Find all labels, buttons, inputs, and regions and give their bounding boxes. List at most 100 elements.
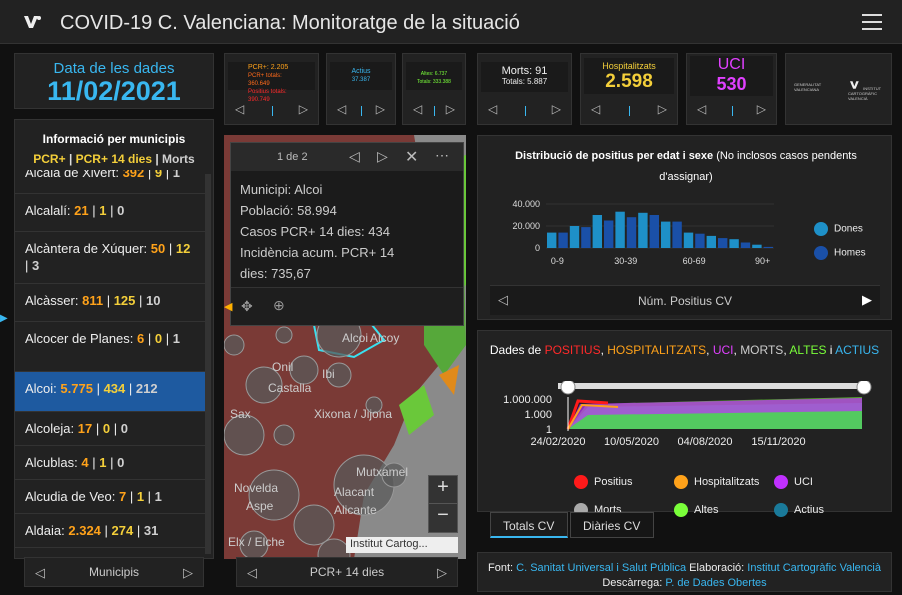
municipi-pcr14: 1 (99, 455, 107, 470)
bar[interactable] (581, 227, 591, 248)
x-tick-label: 0-9 (551, 256, 564, 266)
zoom-to-icon[interactable]: ⊕ (273, 297, 285, 313)
pan-to-icon[interactable]: ✥ (241, 298, 253, 314)
actius-value: 37.387 (351, 77, 371, 83)
bar[interactable] (740, 242, 751, 249)
range-slider[interactable] (558, 383, 868, 389)
list-item[interactable]: Alcocer de Planes: 6 | 0 | 1 (15, 322, 206, 372)
bar[interactable] (615, 211, 625, 248)
legend-item[interactable]: Actius (774, 503, 824, 517)
age-chart-nav: ◁ Núm. Positius CV ▶ (490, 285, 880, 315)
list-item[interactable]: Alcalalí: 21 | 1 | 0 (15, 194, 206, 232)
map-attribution[interactable]: Institut Cartog... (346, 537, 458, 553)
hamburger-menu-icon[interactable] (862, 14, 882, 30)
bar[interactable] (729, 239, 739, 248)
map-label-alcoy: Alcoy (370, 331, 400, 345)
bar[interactable] (547, 232, 557, 248)
list-scrollbar[interactable] (205, 174, 211, 554)
prev-icon[interactable]: ◁ (697, 102, 707, 116)
next-icon[interactable]: ▶ (862, 292, 872, 307)
bar[interactable] (752, 244, 762, 248)
bar[interactable] (763, 246, 773, 248)
popup-next-icon[interactable]: ▷ (377, 148, 388, 164)
elaboracio-link[interactable]: Institut Cartogràfic Valencià (747, 562, 881, 574)
bar[interactable] (661, 221, 671, 248)
bar[interactable] (706, 235, 716, 248)
prev-icon[interactable]: ◁ (591, 102, 601, 116)
next-icon[interactable]: ▷ (375, 102, 385, 116)
y-tick-label: 20.000 (512, 221, 540, 231)
popup-more-icon[interactable]: ⋯ (435, 147, 449, 163)
prev-icon[interactable]: ◁ (498, 292, 508, 307)
zoom-in-button[interactable]: + (429, 476, 457, 504)
font-link[interactable]: C. Sanitat Universal i Salut Pública (516, 562, 687, 574)
bar[interactable] (672, 221, 682, 248)
legend-item[interactable]: Homes (814, 246, 866, 260)
legend-item[interactable]: Positius (574, 475, 633, 489)
municipi-pcr: 6 (137, 331, 145, 346)
uci-label: UCI (717, 56, 746, 73)
next-icon[interactable]: ▷ (551, 102, 561, 116)
legend-swatch (574, 475, 588, 489)
popup-close-icon[interactable]: ✕ (405, 149, 419, 166)
list-item[interactable]: Aldaia: 2.324 | 274 | 31 (15, 514, 206, 548)
next-icon[interactable]: ▷ (437, 565, 447, 580)
prev-icon[interactable]: ◁ (337, 102, 347, 116)
prev-icon[interactable]: ◁ (35, 565, 45, 580)
next-icon[interactable]: ▷ (756, 102, 766, 116)
legend-item[interactable]: UCI (774, 475, 813, 489)
municipi-name: Alcalalí: (25, 203, 71, 218)
tab-diaries-cv[interactable]: Diàries CV (570, 512, 654, 538)
bar[interactable] (604, 220, 614, 249)
list-item[interactable]: Alcàsser: 811 | 125 | 10 (15, 284, 206, 322)
map-label-alicante: Alicante (334, 503, 377, 517)
legend-item[interactable]: Hospitalitzats (674, 475, 759, 489)
municipi-name: Alcalà de Xivert: (25, 170, 119, 180)
bar[interactable] (695, 233, 705, 248)
municipi-pcr: 7 (118, 489, 127, 504)
prev-icon[interactable]: ◁ (488, 102, 498, 116)
legend-item[interactable]: Dones (814, 222, 866, 236)
municipi-pcr14: 0 (102, 421, 111, 436)
next-icon[interactable]: ▷ (183, 565, 193, 580)
title-part: UCI (712, 343, 734, 357)
municipi-morts: 0 (120, 421, 128, 436)
list-item[interactable]: Alcoi: 5.775 | 434 | 212 (15, 372, 206, 412)
map-side-arrow-icon[interactable]: ◀ (224, 301, 233, 313)
next-icon[interactable]: ▷ (298, 102, 308, 116)
prev-icon[interactable]: ◁ (235, 102, 245, 116)
side-expand-icon[interactable]: ▶ (0, 313, 8, 324)
next-icon[interactable]: ▷ (657, 102, 667, 116)
bar[interactable] (649, 215, 659, 248)
zoom-out-button[interactable]: − (437, 504, 449, 526)
list-item[interactable]: Alcoleja: 17 | 0 | 0 (15, 412, 206, 446)
municipi-name: Alcàntera de Xúquer: (25, 241, 148, 256)
bar[interactable] (558, 232, 568, 248)
list-item[interactable]: Alcàntera de Xúquer: 50 | 12 | 3 (15, 232, 206, 284)
bar[interactable] (592, 215, 602, 248)
municipi-pcr: 17 (77, 421, 93, 436)
bar[interactable] (718, 238, 728, 248)
next-icon[interactable]: ▷ (445, 102, 455, 116)
municipis-list: Alcalà de Xivert: 392 | 9 | 1 Alcalalí: 2… (15, 170, 210, 558)
tab-totals-cv[interactable]: Totals CV (490, 512, 568, 538)
legend-label: Hospitalitzats (694, 475, 760, 488)
range-handle-end[interactable] (856, 381, 872, 395)
bar[interactable] (626, 217, 637, 248)
x-tick-label: 24/02/2020 (530, 436, 585, 448)
range-handle-start[interactable] (560, 381, 576, 395)
bar[interactable] (683, 232, 694, 248)
legend-swatch (814, 222, 828, 236)
bar[interactable] (638, 212, 648, 248)
municipi-morts: 0 (117, 455, 125, 470)
list-item[interactable]: Alcublas: 4 | 1 | 0 (15, 446, 206, 480)
prev-icon[interactable]: ◁ (247, 565, 257, 580)
popup-prev-icon[interactable]: ◁ (349, 148, 360, 164)
legend-item[interactable]: Altes (674, 503, 718, 517)
list-item[interactable]: Alcalà de Xivert: 392 | 9 | 1 (15, 170, 206, 194)
descarrega-link[interactable]: P. de Dades Obertes (665, 577, 767, 589)
map-popup: 1 de 2 ◁ ▷ ✕ ⋯ Municipi: Alcoi Població:… (230, 142, 464, 326)
prev-icon[interactable]: ◁ (413, 102, 423, 116)
list-item[interactable]: Alcudia de Veo: 7 | 1 | 1 (15, 480, 206, 514)
bar[interactable] (569, 226, 580, 248)
